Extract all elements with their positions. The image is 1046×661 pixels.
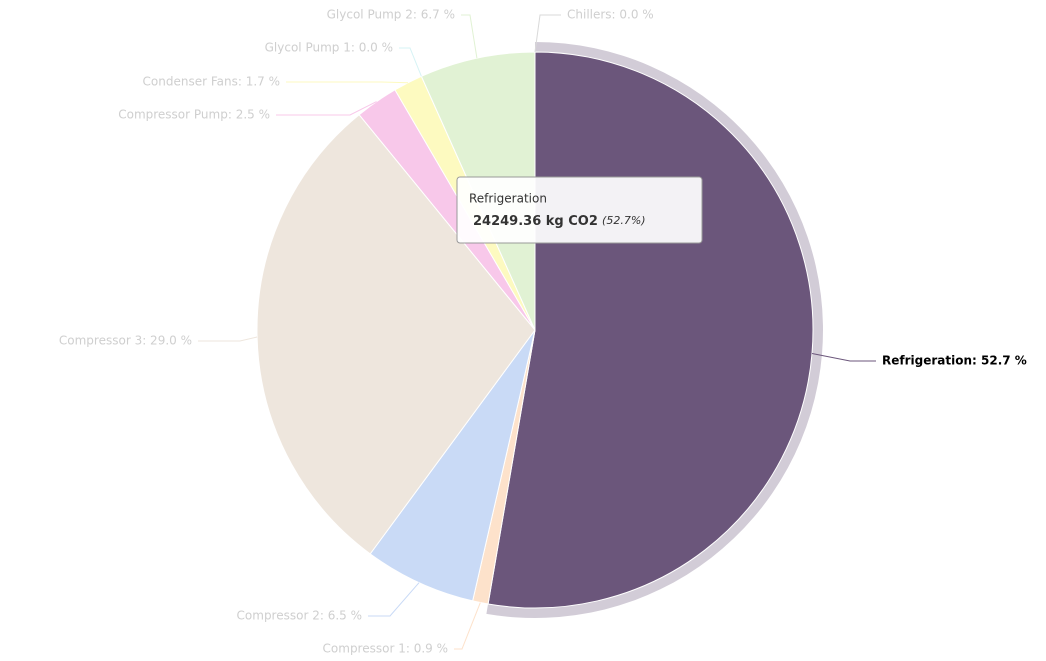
tooltip-text: 24249.36 kg CO2 (473, 214, 598, 229)
tooltip-value: 24249.36 kg CO2 (52.7%) (473, 214, 646, 229)
data-labels: Chillers: 0.0 % Refrigeration: 52.7 % Comp… (59, 8, 1027, 656)
connector (276, 101, 377, 116)
slice (369, 329, 536, 602)
data-label: Compressor 1: 0.9 % (323, 642, 448, 656)
pie (256, 42, 823, 618)
tooltip-box (456, 176, 703, 244)
connector (534, 14, 561, 53)
tooltip: Refrigeration 24249.36 kg CO2 (52.7%) (456, 176, 703, 244)
data-label: Compressor Pump: 2.5 % (118, 108, 270, 122)
data-label: Chillers: 0.0 % (567, 8, 654, 22)
slice (256, 113, 536, 555)
connector (811, 353, 876, 362)
slice (487, 51, 814, 609)
data-label: Glycol Pump 1: 0.0 % (265, 41, 393, 55)
connector (399, 47, 422, 77)
connector (198, 336, 258, 342)
tooltip-percent: (52.7%) (602, 214, 646, 227)
data-label: Condenser Fans: 1.7 % (143, 75, 280, 89)
data-label: Compressor 3: 29.0 % (59, 334, 192, 348)
connector (286, 81, 409, 84)
connector (454, 602, 481, 650)
connector (368, 582, 420, 617)
data-label: Refrigeration: 52.7 % (882, 354, 1027, 368)
data-label: Compressor 2: 6.5 % (237, 609, 362, 623)
connector (461, 14, 478, 59)
tooltip-title: Refrigeration (469, 192, 547, 206)
data-label: Glycol Pump 2: 6.7 % (327, 8, 455, 22)
